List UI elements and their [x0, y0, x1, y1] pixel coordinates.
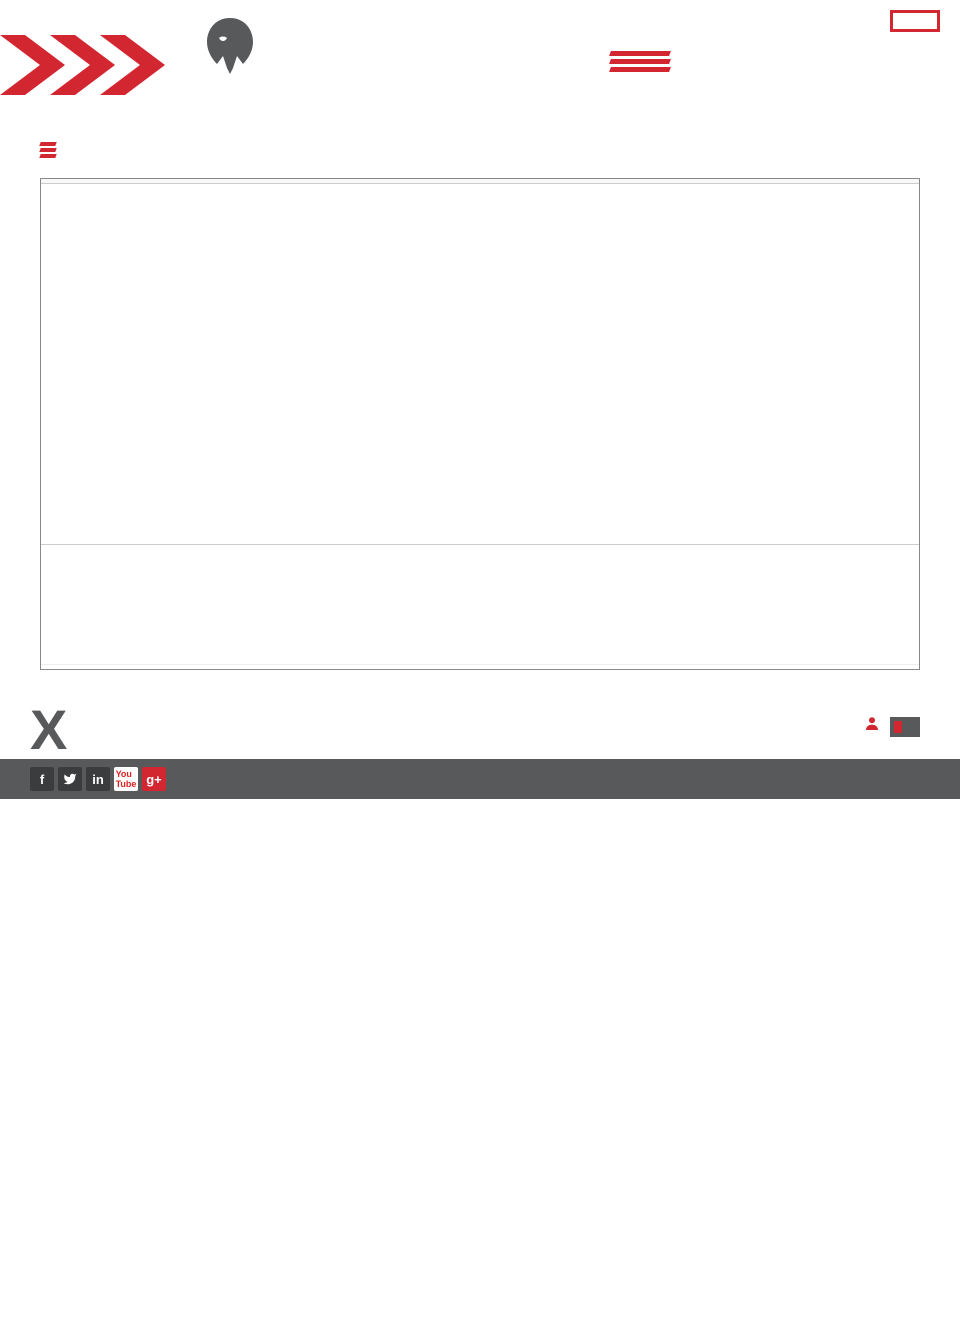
- brand-logo: [195, 10, 273, 80]
- linkedin-icon[interactable]: in: [86, 767, 110, 791]
- exclusive-x-icon: X: [30, 710, 67, 749]
- phone-icon: [858, 710, 886, 738]
- googleplus-icon[interactable]: g+: [142, 767, 166, 791]
- price-chart: [40, 178, 920, 670]
- chart-main-panel: [41, 184, 919, 544]
- page-header: [0, 0, 960, 140]
- section-header: [40, 140, 920, 160]
- chart-footer: [41, 664, 919, 669]
- main-content: [0, 140, 960, 670]
- risk-disclaimer: [0, 799, 960, 841]
- header-chevrons-icon: [0, 35, 180, 95]
- page-footer: X f in YouTube g+: [0, 710, 960, 841]
- phone-number[interactable]: [890, 717, 920, 737]
- youtube-icon[interactable]: YouTube: [114, 767, 138, 791]
- contact-box: [858, 710, 930, 742]
- date-badge: [890, 10, 940, 32]
- exclusive-logo: X: [30, 710, 240, 749]
- social-links: f in YouTube g+: [30, 767, 176, 791]
- footer-dark-strip: f in YouTube g+: [0, 759, 960, 799]
- chart-rvi-panel: [41, 544, 919, 664]
- lion-icon: [195, 10, 265, 80]
- date-stripes-icon: [610, 48, 670, 75]
- facebook-icon[interactable]: f: [30, 767, 54, 791]
- twitter-icon[interactable]: [58, 767, 82, 791]
- title-stripes-icon: [40, 140, 56, 160]
- rvi-header: [41, 545, 919, 549]
